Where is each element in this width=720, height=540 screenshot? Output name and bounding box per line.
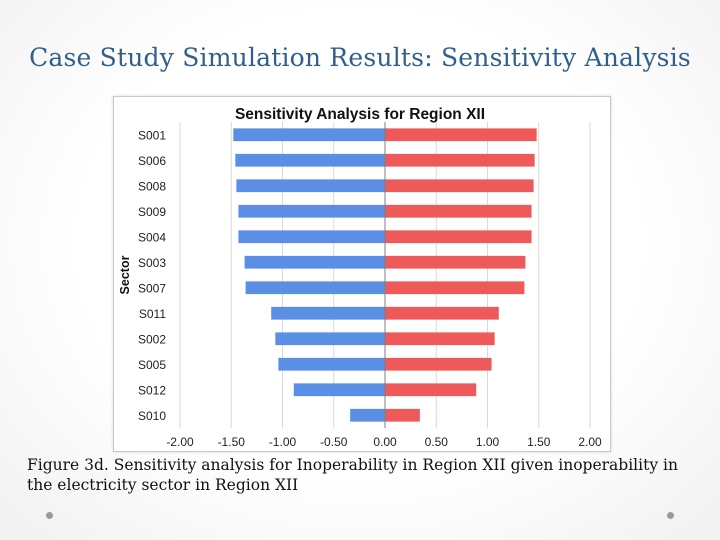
x-tick-label: -1.00 (269, 435, 297, 449)
bar-positive-s003 (385, 255, 526, 269)
category-label: S007 (138, 281, 166, 295)
bar-negative-s012 (293, 383, 385, 397)
x-tick-label: 0.50 (425, 435, 449, 449)
bar-negative-s002 (275, 332, 385, 346)
category-label: S003 (138, 256, 166, 270)
x-tick-label: 2.00 (578, 435, 602, 449)
slide-title: Case Study Simulation Results: Sensitivi… (29, 43, 691, 72)
bar-positive-s012 (385, 383, 477, 397)
x-tick-label: -0.50 (320, 435, 348, 449)
category-label: S008 (138, 179, 166, 193)
bar-positive-s002 (385, 332, 495, 346)
bar-negative-s008 (236, 179, 385, 193)
sensitivity-bar-chart: S001 S006 S008 S009 S004 S003 S007 S011 S002 S005… (118, 106, 602, 449)
category-label: S011 (139, 307, 166, 321)
bar-positive-s011 (385, 306, 499, 320)
bullet-dot-left (46, 512, 53, 519)
x-tick-label: 1.00 (476, 435, 500, 449)
category-label: S009 (138, 205, 166, 219)
bar-negative-s009 (238, 204, 385, 218)
bar-negative-s011 (271, 306, 385, 320)
category-label: S005 (138, 358, 166, 372)
bar-positive-s008 (385, 179, 534, 193)
category-label: S001 (138, 128, 166, 142)
x-tick-label: 0.00 (373, 435, 397, 449)
y-axis-label: Sector (118, 255, 132, 294)
bar-negative-s001 (233, 128, 385, 142)
category-label: S002 (138, 332, 166, 346)
category-label: S012 (138, 383, 166, 397)
bar-positive-s007 (385, 281, 525, 295)
category-label: S010 (138, 409, 166, 423)
figure-caption: Figure 3d. Sensitivity analysis for Inop… (27, 456, 678, 494)
x-tick-label: -1.50 (218, 435, 246, 449)
category-label: S004 (138, 230, 166, 244)
x-tick-label: 1.50 (527, 435, 551, 449)
bar-negative-s006 (235, 153, 385, 167)
chart-container: S001 S006 S008 S009 S004 S003 S007 S011 S002 S005… (113, 96, 611, 452)
bar-negative-s007 (245, 281, 385, 295)
bar-positive-s004 (385, 230, 532, 244)
bar-positive-s010 (385, 408, 420, 422)
bar-positive-s001 (385, 128, 537, 142)
category-label: S006 (138, 154, 166, 168)
bar-negative-s010 (350, 408, 385, 422)
bar-positive-s005 (385, 357, 492, 371)
chart-title: Sensitivity Analysis for Region XII (235, 106, 485, 123)
bar-negative-s003 (244, 255, 385, 269)
bullet-dot-right (667, 512, 674, 519)
x-tick-label: -2.00 (166, 435, 194, 449)
bar-positive-s009 (385, 204, 532, 218)
bar-negative-s004 (238, 230, 385, 244)
bar-positive-s006 (385, 153, 535, 167)
bar-negative-s005 (278, 357, 385, 371)
